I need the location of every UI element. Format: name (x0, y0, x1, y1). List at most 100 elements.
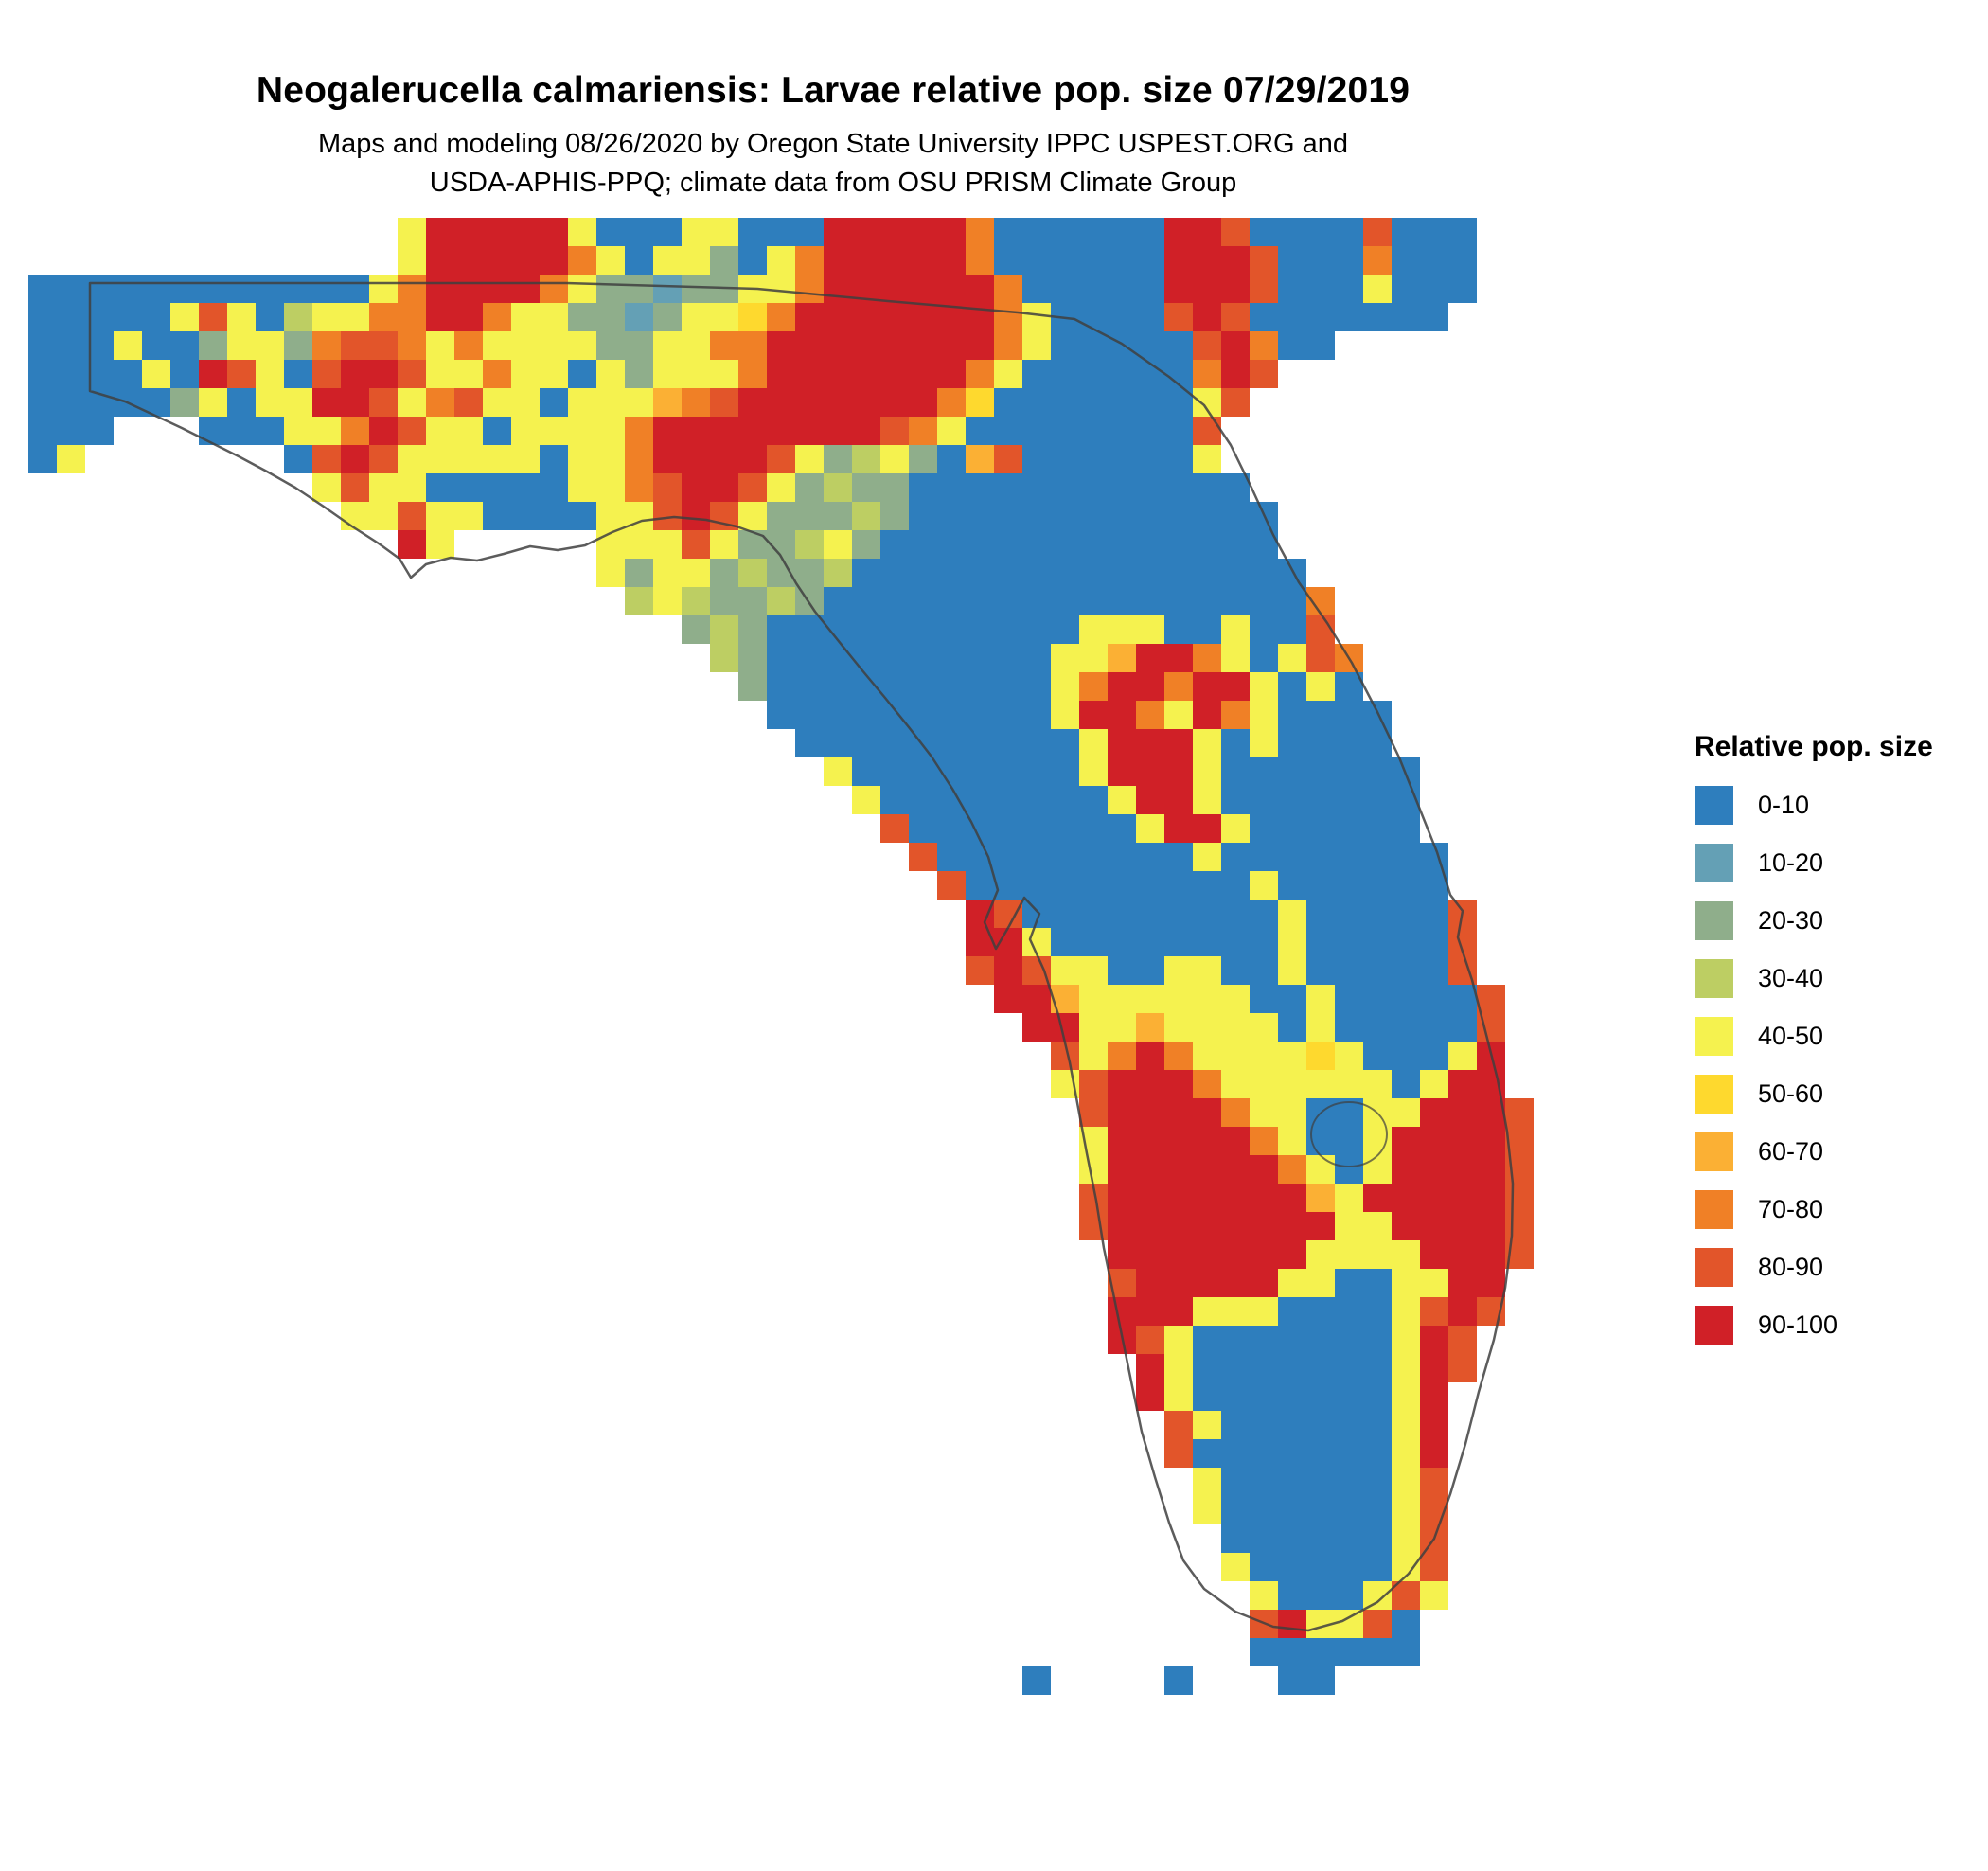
raster-cell (994, 757, 1022, 786)
raster-cell (937, 729, 966, 757)
raster-cell (1278, 644, 1306, 672)
raster-cell (1221, 814, 1250, 843)
raster-cell (1335, 1013, 1363, 1042)
raster-cell (568, 303, 596, 331)
raster-cell (1051, 1013, 1079, 1042)
raster-cell (1164, 1354, 1193, 1382)
raster-cell (1051, 701, 1079, 729)
raster-cell (909, 246, 937, 275)
raster-cell (199, 360, 227, 388)
raster-cell (1335, 1184, 1363, 1212)
raster-cell (937, 871, 966, 900)
raster-cell (994, 445, 1022, 473)
raster-cell (1363, 1553, 1392, 1581)
raster-cell (1392, 1184, 1420, 1212)
raster-cell (1363, 218, 1392, 246)
raster-cell (824, 360, 852, 388)
raster-cell (1392, 1610, 1420, 1638)
raster-cell (1306, 1212, 1335, 1240)
raster-cell (170, 388, 199, 417)
raster-cell (1363, 1326, 1392, 1354)
raster-cell (142, 360, 170, 388)
raster-cell (1108, 559, 1136, 587)
raster-cell (1335, 814, 1363, 843)
raster-cell (1164, 530, 1193, 559)
raster-cell (540, 388, 568, 417)
raster-cell (341, 502, 369, 530)
raster-cell (1306, 928, 1335, 956)
raster-cell (1079, 417, 1108, 445)
raster-cell (1051, 814, 1079, 843)
raster-cell (1193, 246, 1221, 275)
legend-swatch (1695, 901, 1733, 940)
raster-cell (1392, 1297, 1420, 1326)
raster-cell (909, 814, 937, 843)
raster-cell (1079, 1155, 1108, 1184)
raster-cell (1164, 1269, 1193, 1297)
raster-cell (1051, 473, 1079, 502)
raster-cell (1079, 956, 1108, 985)
raster-cell (596, 502, 625, 530)
legend-label: 30-40 (1758, 964, 1824, 992)
raster-cell (1164, 1439, 1193, 1468)
raster-cell (312, 445, 341, 473)
raster-cell (596, 360, 625, 388)
raster-cell (966, 218, 994, 246)
raster-cell (1079, 1070, 1108, 1098)
raster-cell (1136, 1013, 1164, 1042)
raster-cell (795, 701, 824, 729)
raster-cell (852, 388, 880, 417)
raster-cell (1335, 1240, 1363, 1269)
raster-cell (312, 331, 341, 360)
raster-cell (1335, 1610, 1363, 1638)
raster-cell (1136, 871, 1164, 900)
raster-cell (1278, 1524, 1306, 1553)
raster-cell (710, 218, 738, 246)
raster-cell (1221, 388, 1250, 417)
raster-cell (1278, 1269, 1306, 1297)
raster-cell (1363, 1411, 1392, 1439)
raster-cell (454, 417, 483, 445)
raster-cell (682, 246, 710, 275)
raster-cell (1392, 1127, 1420, 1155)
raster-cell (1079, 814, 1108, 843)
raster-cell (682, 587, 710, 615)
raster-cell (937, 502, 966, 530)
raster-cell (1221, 1297, 1250, 1326)
raster-cell (1278, 900, 1306, 928)
raster-cell (1250, 360, 1278, 388)
raster-cell (1250, 1013, 1278, 1042)
legend-label: 60-70 (1758, 1137, 1824, 1166)
raster-cell (1306, 1382, 1335, 1411)
legend-label: 0-10 (1758, 791, 1810, 819)
raster-cell (1278, 1553, 1306, 1581)
raster-cell (1051, 587, 1079, 615)
raster-cell (1392, 303, 1420, 331)
raster-cell (852, 757, 880, 786)
raster-cell (1079, 843, 1108, 871)
raster-cell (795, 388, 824, 417)
raster-cell (1363, 1070, 1392, 1098)
raster-cell (454, 303, 483, 331)
raster-cell (852, 530, 880, 559)
raster-cell (767, 303, 795, 331)
raster-cell (1022, 275, 1051, 303)
raster-cell (1164, 1382, 1193, 1411)
raster-cell (710, 530, 738, 559)
raster-cell (909, 473, 937, 502)
raster-cell (1108, 672, 1136, 701)
raster-cell (824, 672, 852, 701)
raster-cell (1335, 701, 1363, 729)
raster-cell (1108, 644, 1136, 672)
raster-cell (1051, 417, 1079, 445)
raster-cell (852, 246, 880, 275)
raster-cell (1136, 1127, 1164, 1155)
raster-cell (1306, 1638, 1335, 1666)
raster-cell (1193, 956, 1221, 985)
raster-cell (653, 303, 682, 331)
raster-cell (1392, 1411, 1420, 1439)
raster-cell (1079, 559, 1108, 587)
raster-cell (1363, 1610, 1392, 1638)
raster-cell (1278, 1638, 1306, 1666)
raster-cell (1250, 843, 1278, 871)
